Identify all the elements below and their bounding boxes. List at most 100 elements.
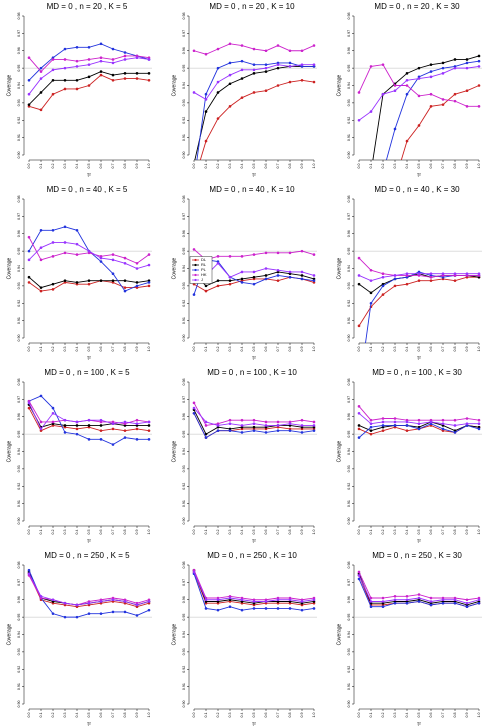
y-tick-label: 0.97 [347, 30, 351, 37]
point [465, 601, 469, 605]
point [357, 91, 361, 94]
x-tick-label: 0.5 [252, 347, 256, 352]
point [87, 282, 91, 286]
point [135, 284, 139, 288]
y-tick-label: 0.98 [17, 196, 21, 203]
point [369, 268, 373, 272]
y-tick-label: 0.98 [182, 379, 186, 386]
y-tick-label: 0.96 [347, 413, 351, 420]
point [240, 270, 244, 274]
point [99, 600, 103, 603]
y-axis-label: Coverage [171, 74, 177, 96]
x-tick-label: 0.5 [252, 530, 256, 535]
point [39, 246, 43, 249]
x-tick-label: 1.0 [477, 713, 481, 718]
point [477, 272, 481, 276]
point [39, 258, 43, 262]
x-tick-label: 0.4 [405, 530, 409, 535]
panel: MD = 0 , n = 20 , K = 30 0.90 0.91 0.92 0.93… [336, 2, 482, 226]
point [27, 275, 31, 279]
x-tick-label: 1.0 [147, 530, 151, 535]
panel: MD = 0 , n = 100 , K = 30 0.90 0.91 0.92 0.9… [336, 368, 482, 544]
point [240, 77, 244, 80]
point [147, 72, 151, 75]
point [204, 424, 208, 427]
x-tick-label: 0.1 [369, 164, 373, 169]
point [252, 275, 256, 279]
point [99, 279, 103, 282]
panel: MD = 0 , n = 20 , K = 10 0.90 0.91 0.92 0.93… [171, 2, 317, 178]
x-tick-label: 1.0 [312, 164, 316, 169]
point [123, 58, 127, 61]
point [111, 443, 115, 446]
point [429, 279, 433, 282]
y-tick-label: 0.90 [17, 152, 21, 159]
point [63, 66, 67, 70]
y-tick-label: 0.91 [347, 317, 351, 324]
point [429, 275, 433, 279]
point [381, 272, 385, 276]
point [276, 424, 280, 427]
point [39, 108, 43, 112]
y-tick-label: 0.97 [347, 396, 351, 403]
point [288, 270, 292, 274]
y-axis-label: Coverage [171, 257, 177, 279]
x-tick-label: 0.7 [111, 164, 115, 169]
point [216, 598, 220, 602]
point [123, 77, 127, 80]
y-tick-label: 0.96 [347, 230, 351, 237]
point [204, 607, 208, 610]
point [417, 600, 421, 603]
legend-marker [194, 278, 197, 282]
point [123, 420, 127, 424]
point [147, 253, 151, 256]
point [228, 418, 232, 422]
point [135, 422, 139, 426]
point [87, 84, 91, 87]
y-tick-label: 0.93 [182, 99, 186, 106]
point [312, 424, 316, 427]
x-tick-label: 0.1 [39, 347, 43, 352]
point [216, 284, 220, 288]
x-tick-label: 0.6 [264, 347, 268, 352]
point [429, 70, 433, 73]
point [405, 84, 409, 87]
point [39, 420, 43, 424]
point [393, 420, 397, 424]
series-line [193, 571, 315, 602]
x-axis-label: τ² [87, 721, 91, 726]
point [382, 223, 385, 226]
point [465, 66, 469, 70]
point [204, 139, 208, 143]
point [216, 91, 220, 94]
x-tick-label: 0.8 [288, 164, 292, 169]
x-tick-label: 0.8 [453, 164, 457, 169]
point [111, 73, 115, 77]
point [417, 124, 421, 127]
point [357, 274, 361, 277]
x-tick-label: 0.7 [441, 347, 445, 352]
point [123, 600, 127, 603]
point [192, 293, 196, 296]
point [99, 418, 103, 422]
point [147, 58, 151, 61]
point [39, 91, 43, 94]
point [264, 274, 268, 277]
point [429, 63, 433, 66]
point [63, 418, 67, 422]
point [405, 420, 409, 424]
y-tick-label: 0.90 [182, 335, 186, 342]
point [393, 417, 397, 420]
point [453, 272, 457, 276]
panel: MD = 0 , n = 100 , K = 10 0.90 0.91 0.92 0.9… [171, 368, 317, 544]
point [288, 598, 292, 602]
y-tick-label: 0.92 [182, 483, 186, 490]
y-tick-label: 0.97 [182, 579, 186, 586]
point [252, 91, 256, 94]
x-tick-label: 0.8 [123, 530, 127, 535]
point [75, 65, 79, 68]
point [75, 59, 79, 63]
x-tick-label: 0.2 [216, 530, 220, 535]
point [75, 281, 79, 284]
